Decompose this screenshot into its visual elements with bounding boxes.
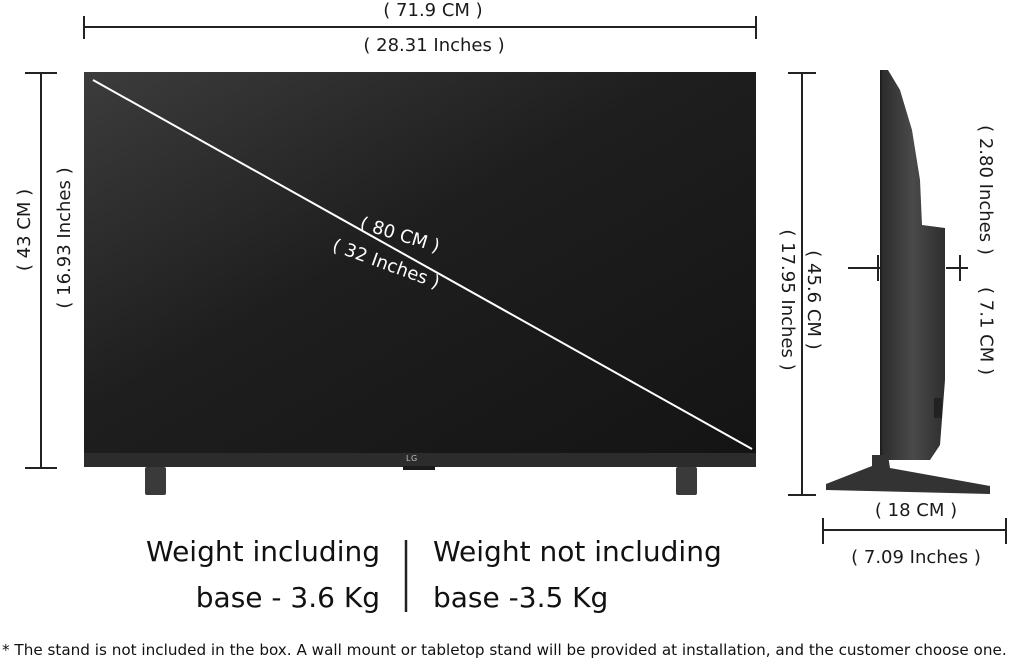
brand-logo: LG xyxy=(406,454,418,463)
tv-side-view xyxy=(826,70,990,494)
footnote: * The stand is not included in the box. … xyxy=(2,641,1007,659)
height-cm-label: ( 43 CM ) xyxy=(14,188,35,272)
depth-markers xyxy=(848,255,968,281)
height-dimension-line xyxy=(25,72,57,469)
depth-cm-label: ( 7.1 CM ) xyxy=(975,287,997,375)
weight-without-base-line2: base -3.5 Kg xyxy=(433,581,609,614)
height-with-stand-dimension-line xyxy=(788,72,816,496)
height-inches-label: ( 16.93 Inches ) xyxy=(54,167,75,309)
tv-front xyxy=(84,72,756,470)
weight-without-base-line1: Weight not including xyxy=(433,535,722,568)
width-dimension-line xyxy=(83,16,757,39)
height-with-stand-inches-label: ( 17.95 Inches ) xyxy=(777,229,798,371)
stand-width-cm-label: ( 18 CM ) xyxy=(874,500,958,521)
diagonal-line xyxy=(92,79,753,450)
height-with-stand-cm-label: ( 45.6 CM ) xyxy=(803,250,824,350)
width-cm-label: ( 71.9 CM ) xyxy=(383,0,483,21)
width-inches-label: ( 28.31 Inches ) xyxy=(363,35,505,56)
weight-with-base-line2: base - 3.6 Kg xyxy=(195,581,380,614)
stand-width-dimension-line xyxy=(822,518,1007,544)
weight-with-base-line1: Weight including xyxy=(146,535,380,568)
depth-inches-label: ( 2.80 Inches ) xyxy=(975,125,996,255)
stand-feet xyxy=(145,467,697,495)
stand-width-inches-label: ( 7.09 Inches ) xyxy=(851,547,981,568)
